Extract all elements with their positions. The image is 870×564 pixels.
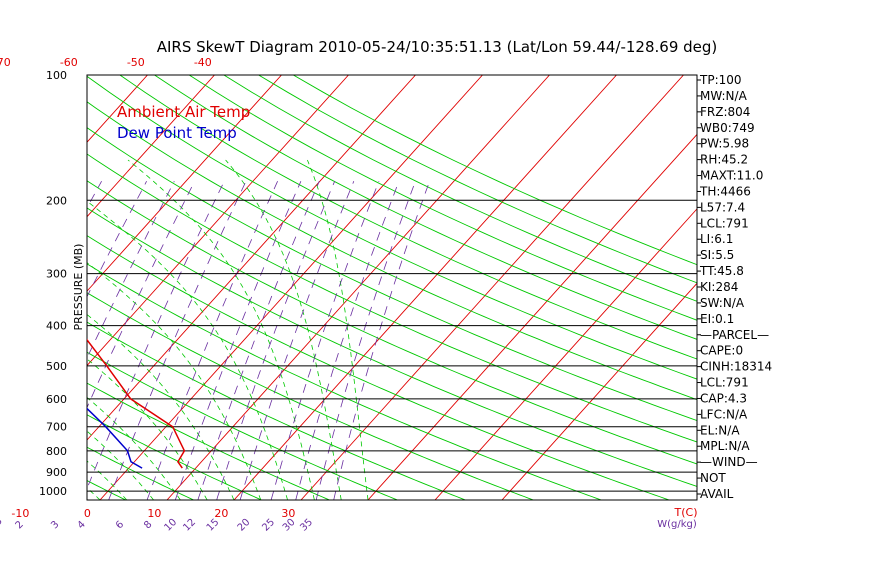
moist-adiabat-line: [0, 258, 127, 500]
stability-index: TP:100: [699, 73, 742, 87]
mixing-ratio-tick-label: 10: [163, 517, 180, 534]
mixing-ratio-tick-label: 20: [236, 517, 253, 534]
moist-adiabat-line: [0, 304, 46, 500]
top-temp-tick-label: -40: [194, 56, 212, 69]
top-temp-tick-label: -50: [127, 56, 145, 69]
top-temp-tick-label: -70: [0, 56, 11, 69]
stability-index: AVAIL: [700, 487, 734, 501]
stability-index: LI:6.1: [700, 232, 733, 246]
stability-index: MPL:N/A: [700, 439, 750, 453]
mixing-ratio-tick-label: 35: [298, 517, 315, 534]
moist-adiabat-line: [0, 196, 207, 500]
moist-adiabat-line: [307, 160, 368, 500]
stability-index: SW:N/A: [700, 296, 745, 310]
mixing-ratio-line: [0, 181, 46, 500]
mixing-ratio-tick-label: 1.5: [0, 516, 5, 535]
stability-index: MW:N/A: [700, 89, 748, 103]
mixing-ratio-tick-label: 4: [76, 519, 88, 531]
mixing-ratio-line: [82, 181, 224, 500]
pressure-tick-label: 600: [46, 393, 67, 406]
mixing-ratio-axis-label: W(g/kg): [657, 519, 697, 530]
stability-index: KI:284: [700, 280, 738, 294]
pressure-tick-label: 400: [46, 320, 67, 333]
chart-title: AIRS SkewT Diagram 2010-05-24/10:35:51.1…: [157, 38, 718, 56]
stability-index: LFC:N/A: [700, 407, 748, 421]
stability-index: RH:45.2: [700, 153, 748, 167]
mixing-ratio-tick-label: 25: [260, 517, 277, 534]
pressure-tick-label: 100: [46, 69, 67, 82]
stability-index: FRZ:804: [700, 105, 750, 119]
legend-ambient-temp: Ambient Air Temp: [117, 103, 250, 121]
stability-index: LCL:791: [700, 216, 749, 230]
pressure-tick-label: 500: [46, 360, 67, 373]
mixing-ratio-line: [0, 181, 147, 500]
stability-index: EL:N/A: [700, 423, 740, 437]
mixing-ratio-line: [0, 181, 8, 500]
stability-index: LCL:791: [700, 376, 749, 390]
stability-index: TH:4466: [699, 184, 751, 198]
mixing-ratio-tick-label: 2: [14, 519, 26, 531]
isotherm-line: [0, 75, 81, 500]
mixing-ratio-line: [198, 181, 319, 500]
moist-adiabat-line: [0, 222, 180, 500]
dry-adiabat-line: [293, 75, 870, 500]
bottom-temp-tick-label: -10: [11, 507, 29, 520]
mixing-ratio-tick-label: 6: [114, 519, 126, 531]
dry-adiabat-line: [0, 75, 126, 500]
mixing-ratio-tick-label: 12: [181, 517, 198, 534]
stability-index: EI:0.1: [700, 312, 734, 326]
mixing-ratio-tick-label: 3: [49, 519, 61, 531]
dry-adiabat-line: [0, 75, 58, 500]
legend-dewpoint-temp: Dew Point Temp: [117, 124, 237, 142]
pressure-tick-label: 800: [46, 445, 67, 458]
pressure-tick-label: 900: [46, 466, 67, 479]
stability-index: —PARCEL—: [700, 328, 769, 342]
stability-index: NOT: [700, 471, 726, 485]
isotherm-line: [0, 75, 14, 500]
stability-index: —WIND—: [700, 455, 758, 469]
dry-adiabat-line: [0, 75, 669, 500]
mixing-ratio-line: [217, 181, 335, 500]
dry-adiabat-line: [155, 75, 870, 500]
mixing-ratio-tick-label: 8: [142, 519, 154, 531]
stability-index: TT:45.8: [699, 264, 744, 278]
top-temp-tick-label: -60: [60, 56, 78, 69]
stability-index: CAPE:0: [700, 344, 743, 358]
stability-index: MAXT:11.0: [700, 169, 763, 183]
bottom-temp-tick-label: 10: [147, 507, 161, 520]
moist-adiabat-line: [0, 316, 20, 500]
bottom-temp-tick-label: 0: [84, 507, 91, 520]
mixing-ratio-line: [175, 181, 301, 500]
stability-index: CAP:4.3: [700, 391, 747, 405]
stability-index: PW:5.98: [700, 137, 749, 151]
pressure-tick-label: 1000: [39, 485, 67, 498]
bottom-temp-tick-label: 20: [214, 507, 228, 520]
stability-index: L57:7.4: [700, 200, 745, 214]
pressure-tick-label: 700: [46, 421, 67, 434]
pressure-tick-label: 200: [46, 194, 67, 207]
pressure-tick-label: 300: [46, 268, 67, 281]
mixing-ratio-line: [147, 181, 278, 500]
x-axis-label: T(C): [674, 506, 698, 519]
stability-index: WB0:749: [700, 121, 755, 135]
stability-index: CINH:18314: [700, 360, 772, 374]
y-axis-label: PRESSURE (MB): [72, 244, 85, 331]
stability-index: SI:5.5: [700, 248, 734, 262]
